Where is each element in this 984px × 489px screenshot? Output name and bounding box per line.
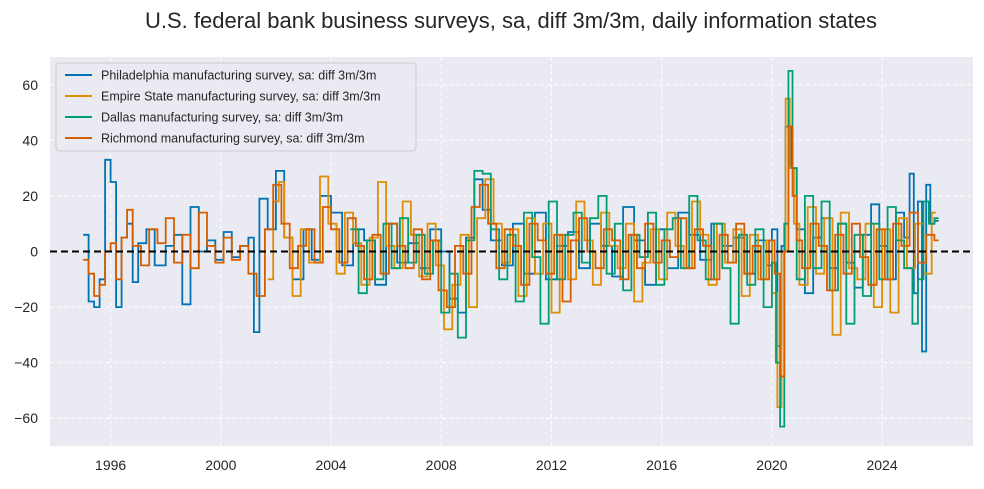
x-axis-ticks: 1996 2000 2004 2008 2012 2016 2020 2024 — [95, 457, 898, 473]
x-tick-label: 2008 — [426, 457, 457, 473]
x-tick-label: 2000 — [205, 457, 236, 473]
y-tick-label: −40 — [14, 355, 38, 371]
x-tick-label: 2016 — [646, 457, 677, 473]
legend-label-1: Empire State manufacturing survey, sa: d… — [101, 90, 381, 104]
x-tick-label: 2020 — [756, 457, 787, 473]
x-tick-label: 2024 — [866, 457, 897, 473]
x-tick-label: 1996 — [95, 457, 126, 473]
series-line-3 — [83, 125, 939, 378]
chart-title: U.S. federal bank business surveys, sa, … — [145, 8, 877, 33]
legend-label-0: Philadelphia manufacturing survey, sa: d… — [101, 69, 376, 83]
y-tick-label: −20 — [14, 299, 38, 315]
x-tick-label: 2012 — [536, 457, 567, 473]
legend-label-3: Richmond manufacturing survey, sa: diff … — [101, 132, 365, 146]
y-tick-label: 20 — [22, 188, 38, 204]
legend: Philadelphia manufacturing survey, sa: d… — [55, 62, 417, 152]
series-layer — [83, 70, 939, 428]
y-axis-ticks: −60 −40 −20 0 20 40 60 — [14, 77, 38, 426]
series-line-2 — [350, 70, 939, 428]
y-tick-label: 40 — [22, 132, 38, 148]
y-tick-label: 60 — [22, 77, 38, 93]
y-tick-label: 0 — [30, 244, 38, 260]
x-tick-label: 2004 — [315, 457, 346, 473]
series-line-1 — [267, 97, 936, 408]
y-tick-label: −60 — [14, 410, 38, 426]
legend-box — [55, 62, 417, 152]
legend-label-2: Dallas manufacturing survey, sa: diff 3m… — [101, 111, 343, 125]
